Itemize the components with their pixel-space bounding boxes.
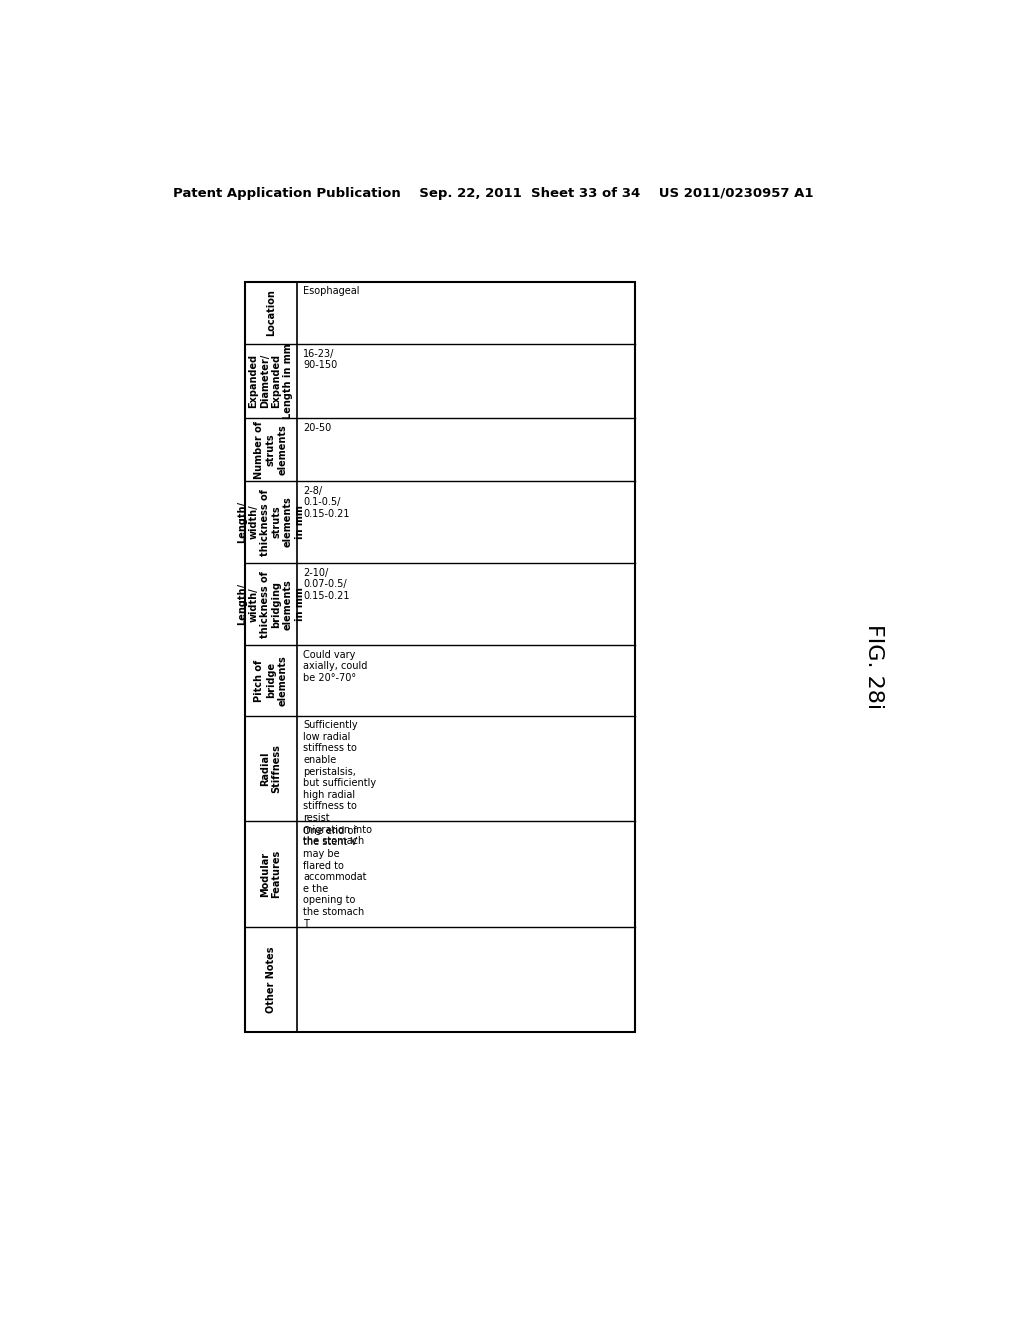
Bar [245,281,635,1032]
Text: Length/
width/
thickness of
struts
elements
in mm: Length/ width/ thickness of struts eleme… [237,488,305,556]
Text: Expanded
Diameter/
Expanded
Length in mm: Expanded Diameter/ Expanded Length in mm [248,343,293,420]
Text: 2-10/
0.07-0.5/
0.15-0.21: 2-10/ 0.07-0.5/ 0.15-0.21 [303,568,349,601]
Text: Modular
Features: Modular Features [260,850,282,898]
Text: Sufficiently
low radial
stiffness to
enable
peristalsis,
but sufficiently
high r: Sufficiently low radial stiffness to ena… [303,721,376,846]
Text: 2-8/
0.1-0.5/
0.15-0.21: 2-8/ 0.1-0.5/ 0.15-0.21 [303,486,349,519]
Text: Could vary
axially, could
be 20°-70°: Could vary axially, could be 20°-70° [303,649,368,682]
Text: Length/
width/
thickness of
bridging
elements
in mm: Length/ width/ thickness of bridging ele… [237,570,305,638]
Text: 20-50: 20-50 [303,424,332,433]
Text: Radial
Stiffness: Radial Stiffness [260,744,282,793]
Text: FIG. 28i: FIG. 28i [863,624,884,709]
Text: Number of
struts
elements: Number of struts elements [254,421,288,479]
Text: Pitch of
bridge
elements: Pitch of bridge elements [254,655,288,706]
Text: Other Notes: Other Notes [265,946,275,1012]
Text: Location: Location [265,289,275,337]
Text: Esophageal: Esophageal [303,286,359,296]
Text: Patent Application Publication    Sep. 22, 2011  Sheet 33 of 34    US 2011/02309: Patent Application Publication Sep. 22, … [173,187,813,199]
Text: 16-23/
90-150: 16-23/ 90-150 [303,348,337,371]
Text: One end of
the stent V
may be
flared to
accommodat
e the
opening to
the stomach
: One end of the stent V may be flared to … [303,826,367,929]
